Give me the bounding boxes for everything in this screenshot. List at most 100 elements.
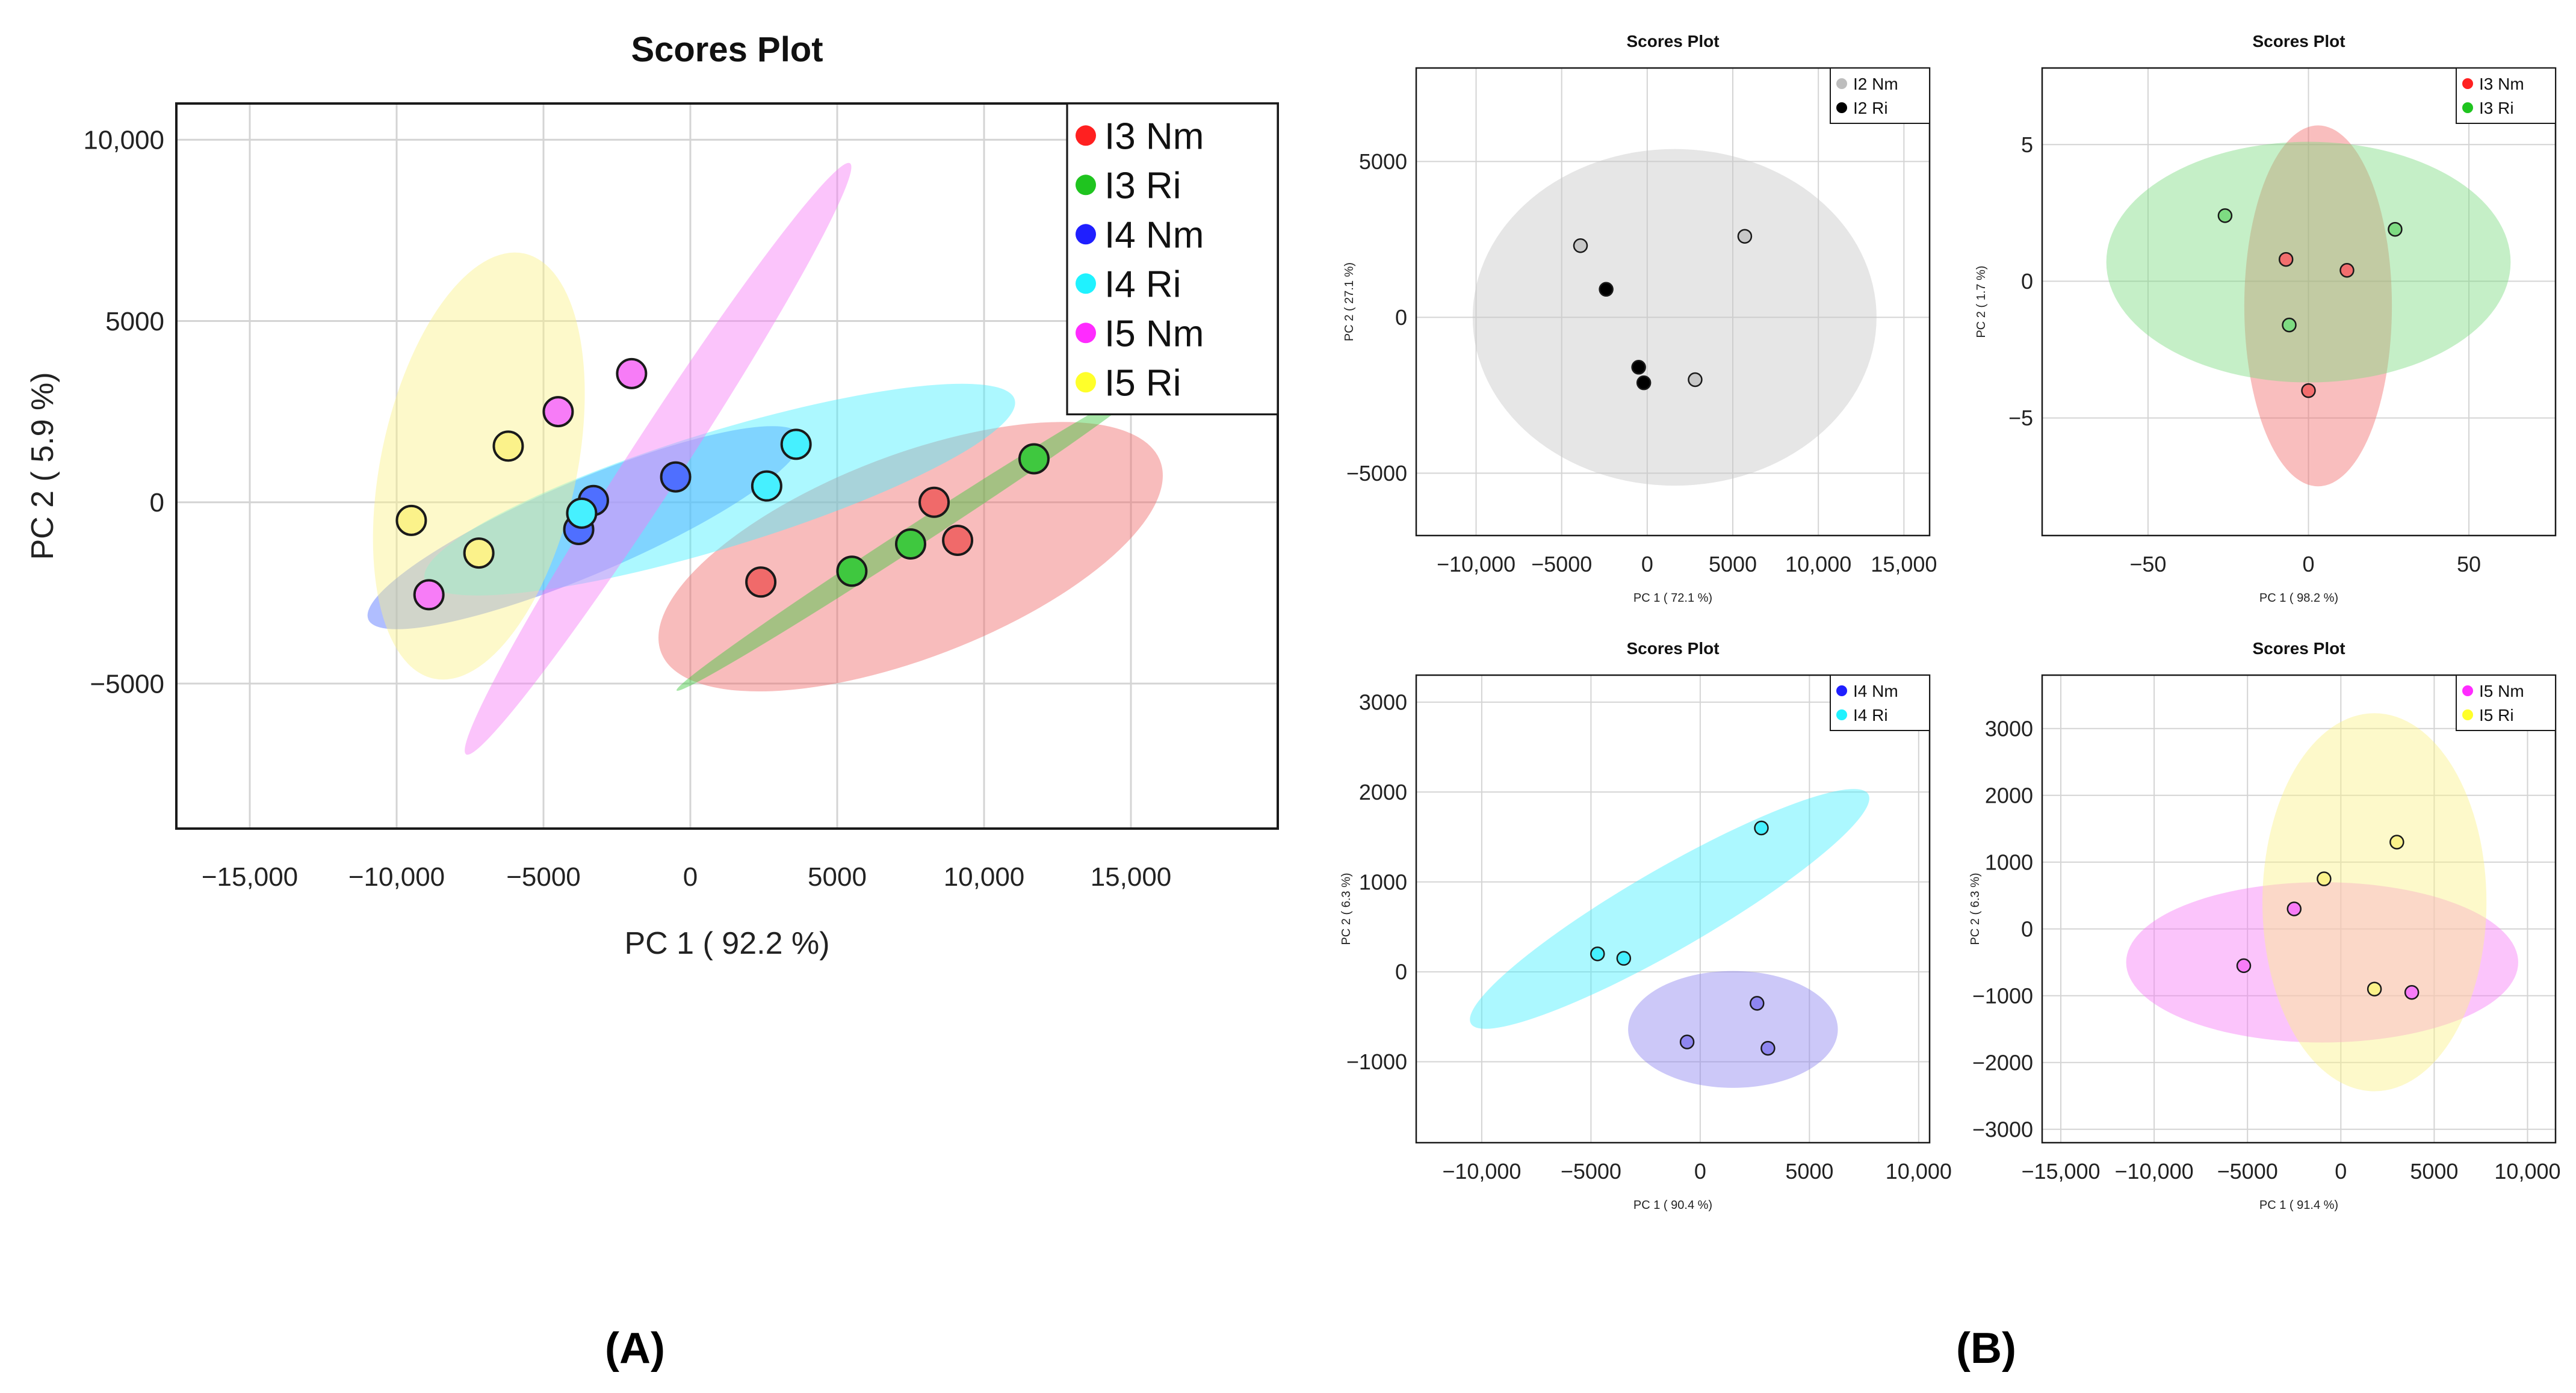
point-i2-ri <box>1599 282 1614 297</box>
x-tick-label: 10,000 <box>1886 1159 1952 1184</box>
confidence-ellipses <box>2126 713 2518 1092</box>
x-axis-label: PC 1 ( 72.1 %) <box>1633 591 1712 605</box>
legend-label: I4 Ri <box>1104 264 1181 306</box>
point-i4-ri <box>1754 820 1769 836</box>
point-i3-ri <box>895 528 926 560</box>
confidence-ellipses <box>1472 149 1877 486</box>
legend: I3 Nm I3 Ri I4 Nm I4 Ri I5 Nm I5 Ri <box>1066 102 1279 416</box>
point-i3-nm <box>918 486 950 518</box>
legend: I4 Nm I4 Ri <box>1830 675 1930 731</box>
ellipse-i3-nm <box>2244 125 2392 487</box>
legend-label: I5 Ri <box>2479 706 2514 724</box>
x-tick-label: 10,000 <box>1785 552 1851 576</box>
point-i3-ri <box>2282 317 2297 333</box>
point-i5-nm <box>2236 958 2252 974</box>
legend-label: I2 Nm <box>1853 75 1898 93</box>
legend-label: I4 Nm <box>1104 215 1204 256</box>
point-i2-ri <box>1636 375 1652 391</box>
point-i2-nm <box>1688 372 1703 388</box>
point-i4-ri <box>1590 946 1605 962</box>
legend-marker-i5-nm <box>1076 323 1096 344</box>
chart-title: Scores Plot <box>2252 639 2345 658</box>
y-tick-label: −5000 <box>1346 461 1407 486</box>
y-axis-label: PC 2 ( 27.1 %) <box>1343 262 1356 341</box>
point-i5-nm <box>2404 985 2420 1000</box>
y-tick-label: 0 <box>2021 916 2033 941</box>
point-i4-nm <box>1749 996 1765 1011</box>
point-i4-ri <box>1616 951 1632 966</box>
point-i3-ri <box>836 555 868 587</box>
x-tick-label: 0 <box>2335 1159 2347 1184</box>
y-axis-label: PC 2 ( 1.7 %) <box>1975 265 1988 338</box>
y-tick-label: 3000 <box>1985 716 2033 741</box>
legend-label: I3 Ri <box>1104 165 1181 207</box>
x-tick-label: 10,000 <box>944 862 1025 892</box>
panel-label-b: (B) <box>1956 1324 2016 1373</box>
y-axis-label: PC 2 ( 5.9 %) <box>25 372 60 560</box>
plot-area <box>2042 68 2556 536</box>
point-i4-nm <box>1760 1040 1776 1056</box>
point-i5-ri <box>2317 871 2332 886</box>
x-tick-label: −15,000 <box>2021 1159 2100 1184</box>
x-tick-label: −5000 <box>1531 552 1592 576</box>
y-axis-label: PC 2 ( 6.3 %) <box>1340 873 1353 945</box>
axes-frame <box>1415 674 1931 1144</box>
point-i3-nm <box>2278 252 2294 267</box>
x-tick-label: 15,000 <box>1871 552 1937 576</box>
legend: I2 Nm I2 Ri <box>1830 67 1930 124</box>
scores-plot-b-i2: −10,000 −5000 0 5000 10,000 15,000 −5000 0 5000 S… <box>1343 32 1937 605</box>
point-i3-ri <box>2217 208 2233 223</box>
legend-marker-i4-ri <box>1836 709 1847 720</box>
scores-plot-a: −15,000 −10,000 −5000 0 5000 10,000 15,000 −500… <box>25 30 1279 961</box>
point-i5-nm <box>2287 901 2302 916</box>
axes-frame <box>2041 674 2557 1144</box>
x-tick-label: −5000 <box>2217 1159 2278 1184</box>
x-axis-label: PC 1 ( 91.4 %) <box>2259 1199 2338 1212</box>
y-tick-label: 2000 <box>1359 780 1407 805</box>
point-i4-ri <box>566 497 598 529</box>
legend-box <box>1830 675 1930 731</box>
legend-label: I5 Ri <box>1104 363 1181 404</box>
x-tick-label: 5000 <box>1785 1159 1833 1184</box>
legend-marker-i5-nm <box>2462 685 2473 696</box>
gridlines <box>2042 675 2556 1143</box>
point-i5-ri <box>492 430 524 462</box>
y-tick-label: −1000 <box>1972 983 2033 1008</box>
chart-title: Scores Plot <box>1626 32 1719 51</box>
gridlines <box>2042 68 2556 536</box>
point-i2-nm <box>1573 238 1588 253</box>
x-tick-label: 10,000 <box>2494 1159 2560 1184</box>
x-tick-label: −15,000 <box>202 862 298 892</box>
legend-label: I3 Nm <box>2479 75 2524 93</box>
x-tick-label: −10,000 <box>348 862 445 892</box>
x-tick-label: 0 <box>683 862 698 892</box>
confidence-ellipses <box>1470 789 1869 1088</box>
legend-marker-i2-nm <box>1836 78 1847 89</box>
y-tick-label: 5000 <box>105 307 164 336</box>
point-i4-ri <box>780 428 812 460</box>
x-tick-label: 50 <box>2457 552 2481 576</box>
x-tick-label: 5000 <box>1709 552 1757 576</box>
ellipse-i4-nm <box>1628 971 1838 1088</box>
y-tick-label: 0 <box>2021 269 2033 294</box>
point-i5-ri <box>463 537 495 569</box>
x-tick-label: 0 <box>1694 1159 1706 1184</box>
scores-plot-b-i4: −10,000 −5000 0 5000 10,000 −1000 0 1000 2000 300… <box>1340 639 1952 1212</box>
panel-label-a: (A) <box>605 1324 665 1373</box>
point-i4-ri <box>751 470 782 502</box>
x-tick-label: −5000 <box>506 862 581 892</box>
y-tick-label: −3000 <box>1972 1117 2033 1141</box>
y-tick-label: −5000 <box>90 669 164 699</box>
ellipse-i5-ri <box>373 252 585 680</box>
y-tick-label: 1000 <box>1359 869 1407 894</box>
ellipse-i5-nm <box>465 162 852 755</box>
y-tick-label: 2000 <box>1985 783 2033 808</box>
y-tick-label: 5000 <box>1359 149 1407 174</box>
legend-label: I3 Nm <box>1104 116 1204 158</box>
axes-frame <box>175 102 1279 830</box>
data-points <box>1573 229 1753 391</box>
y-tick-label: −5 <box>2008 406 2033 430</box>
legend-marker-i2-ri <box>1836 102 1847 113</box>
x-tick-label: −10,000 <box>1437 552 1516 576</box>
